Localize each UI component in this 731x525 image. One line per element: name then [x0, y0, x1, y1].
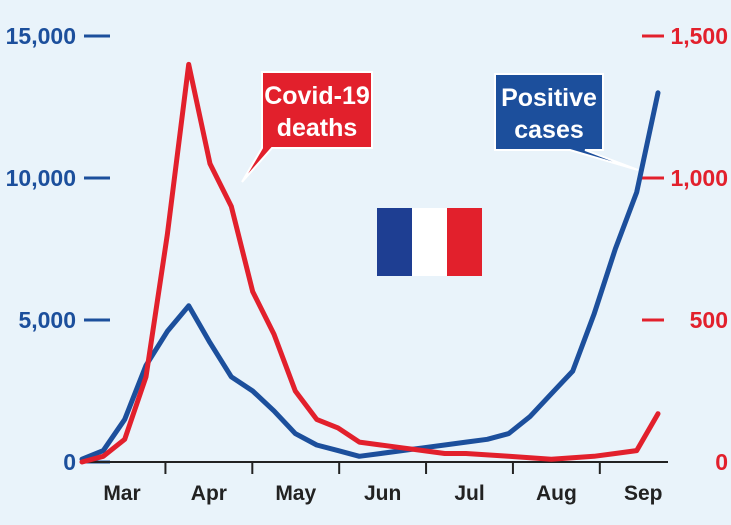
positive-cases-point — [165, 329, 169, 333]
positive-cases-point — [293, 432, 297, 436]
france-flag-icon — [377, 208, 482, 276]
positive-cases-point — [379, 451, 383, 455]
right-axis-tick-label: 1,500 — [670, 23, 728, 49]
covid-deaths-point — [144, 375, 148, 379]
covid-deaths-point — [379, 443, 383, 447]
covid-deaths-point — [464, 451, 468, 455]
series-line-covid-deaths — [79, 61, 661, 465]
cases-callout-line-2: cases — [514, 116, 584, 144]
positive-cases-point — [507, 432, 511, 436]
covid-deaths-point — [123, 437, 127, 441]
positive-cases-point — [123, 417, 127, 421]
positive-cases-point — [315, 443, 319, 447]
covid-deaths-point — [507, 454, 511, 458]
covid-deaths-point — [571, 456, 575, 460]
left-axis-tick-label: 15,000 — [6, 23, 76, 49]
left-axis-tick-label: 0 — [63, 449, 76, 475]
right-axis-tick-label: 1,000 — [670, 165, 728, 191]
positive-cases-point — [187, 304, 191, 308]
x-axis-tick-label: Jun — [364, 482, 401, 505]
x-axis-tick-label: May — [275, 482, 316, 505]
flag-white-band — [412, 208, 447, 276]
flag-blue-band — [377, 208, 412, 276]
positive-cases-point — [571, 369, 575, 373]
x-axis-tick-label: Mar — [103, 482, 140, 505]
positive-cases-point — [443, 443, 447, 447]
positive-cases-point — [208, 341, 212, 345]
x-axis-tick-label: Aug — [536, 482, 577, 505]
positive-cases-point — [357, 454, 361, 458]
positive-cases-point — [464, 440, 468, 444]
covid-deaths-point — [336, 426, 340, 430]
x-axis-tick-label: Jul — [454, 482, 484, 505]
cases-callout-box — [494, 73, 639, 171]
positive-cases-point — [635, 190, 639, 194]
flag-red-band — [447, 208, 482, 276]
positive-cases-point — [336, 449, 340, 453]
covid-deaths-point — [101, 454, 105, 458]
cases-callout-line-1: Positive — [501, 84, 597, 112]
deaths-callout-box — [241, 71, 373, 183]
positive-cases-point — [656, 91, 660, 95]
covid-deaths-point — [293, 389, 297, 393]
positive-cases-point — [592, 312, 596, 316]
deaths-callout: Covid-19 deaths — [241, 71, 373, 183]
deaths-callout-line-1: Covid-19 — [264, 82, 370, 110]
covid-deaths-point — [251, 290, 255, 294]
positive-cases-point — [272, 409, 276, 413]
covid-deaths-point — [613, 451, 617, 455]
left-axis-tick-label: 10,000 — [6, 165, 76, 191]
covid-deaths-point — [592, 454, 596, 458]
covid-deaths-point — [485, 453, 489, 457]
covid-deaths-point — [421, 449, 425, 453]
cases-callout: Positive cases — [494, 73, 639, 171]
covid-deaths-point — [165, 233, 169, 237]
covid-deaths-point — [208, 162, 212, 166]
positive-cases-point — [485, 437, 489, 441]
positive-cases-point — [251, 389, 255, 393]
positive-cases-point — [229, 375, 233, 379]
positive-cases-point — [549, 392, 553, 396]
covid-deaths-point — [528, 456, 532, 460]
x-axis-tick-label: Sep — [624, 482, 663, 505]
covid-deaths-point — [549, 457, 553, 461]
deaths-callout-line-2: deaths — [277, 114, 358, 142]
covid-deaths-point — [357, 440, 361, 444]
positive-cases-point — [101, 449, 105, 453]
covid-deaths-point — [443, 451, 447, 455]
right-axis-tick-label: 0 — [715, 449, 728, 475]
covid-deaths-point — [80, 460, 84, 464]
series-line-positive-cases — [79, 90, 661, 462]
covid-deaths-point — [656, 412, 660, 416]
left-axis-tick-label: 5,000 — [18, 307, 76, 333]
covid-deaths-point — [315, 417, 319, 421]
covid-deaths-point — [635, 449, 639, 453]
covid-deaths-point — [187, 62, 191, 66]
covid-deaths-point — [229, 204, 233, 208]
covid-deaths-point — [272, 332, 276, 336]
covid-deaths-point — [400, 446, 404, 450]
x-axis-tick-label: Apr — [191, 482, 227, 505]
right-axis-tick-label: 500 — [690, 307, 728, 333]
positive-cases-point — [613, 247, 617, 251]
positive-cases-point — [528, 415, 532, 419]
